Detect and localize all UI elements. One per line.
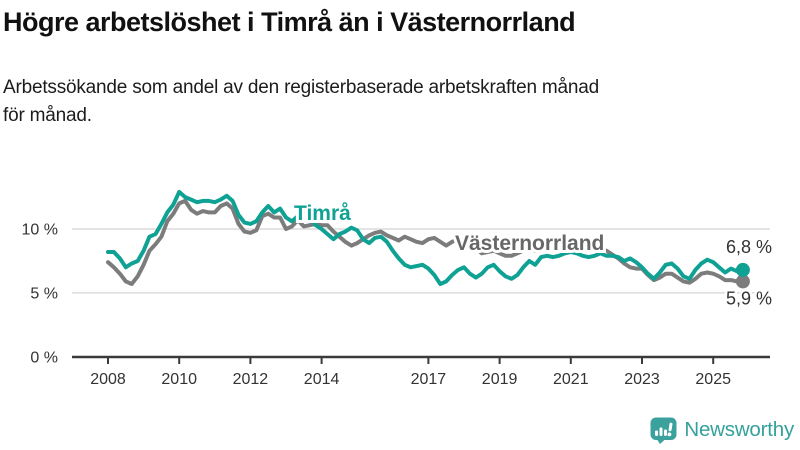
chart-title: Högre arbetslöshet i Timrå än i Västerno… [3, 7, 576, 37]
y-tick-label: 5 % [30, 285, 58, 302]
end-value-label-västernorrland: 5,9 % [726, 288, 772, 308]
x-tick-label: 2019 [482, 371, 518, 388]
series-end-dot-västernorrland [735, 274, 750, 289]
x-tick-label: 2021 [553, 371, 589, 388]
x-tick-label: 2014 [304, 371, 340, 388]
x-tick-label: 2008 [90, 371, 126, 388]
unemployment-line-chart: 0 % 5 % 10 % 2008 2010 2012 2014 2017 2019 2021 20… [21, 189, 773, 388]
series-end-dot-timrå [735, 262, 750, 277]
x-tick-label: 2012 [233, 371, 269, 388]
bar-chart-speech-bubble-icon [650, 417, 677, 444]
series-line-timrå [106, 189, 745, 286]
chart-subtitle-line-1: Arbetssökande som andel av den registerb… [3, 77, 600, 98]
series-label-timrå: Timrå [294, 202, 351, 225]
series-label-västernorrland: Västernorrland [455, 232, 604, 255]
y-tick-label: 0 % [30, 349, 58, 366]
y-tick-label: 10 % [22, 222, 58, 239]
series-line-västernorrland [106, 198, 745, 286]
x-tick-label: 2010 [161, 371, 197, 388]
chart-subtitle-line-2: för månad. [3, 105, 92, 126]
x-tick-label: 2025 [695, 371, 731, 388]
newsworthy-logo-text: Newsworthy [684, 418, 794, 441]
end-value-label-timrå: 6,8 % [726, 237, 772, 257]
x-tick-label: 2017 [411, 371, 447, 388]
chart-subtitle: Arbetssökande som andel av den registerb… [3, 74, 703, 130]
x-tick-label: 2023 [624, 371, 660, 388]
newsworthy-logo: Newsworthy [650, 412, 794, 448]
